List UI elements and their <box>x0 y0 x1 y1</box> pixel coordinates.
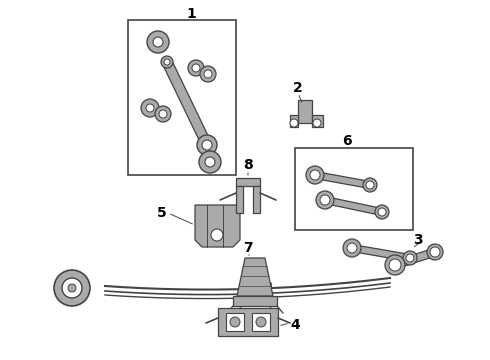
Circle shape <box>155 106 171 122</box>
Circle shape <box>406 254 414 262</box>
Circle shape <box>403 251 417 265</box>
Circle shape <box>159 110 167 118</box>
Circle shape <box>306 166 324 184</box>
Circle shape <box>68 284 76 292</box>
Circle shape <box>347 243 357 253</box>
Circle shape <box>200 66 216 82</box>
Text: 2: 2 <box>293 81 303 95</box>
Polygon shape <box>233 296 277 306</box>
Text: 5: 5 <box>157 206 167 220</box>
Polygon shape <box>351 244 411 261</box>
Circle shape <box>164 59 170 65</box>
Polygon shape <box>236 178 260 186</box>
Polygon shape <box>315 172 370 188</box>
Circle shape <box>363 178 377 192</box>
Bar <box>252 313 270 331</box>
Polygon shape <box>312 115 323 127</box>
Polygon shape <box>324 197 383 215</box>
Circle shape <box>161 56 173 68</box>
Polygon shape <box>394 248 436 269</box>
Circle shape <box>141 99 159 117</box>
Circle shape <box>197 135 217 155</box>
Circle shape <box>320 195 330 205</box>
Circle shape <box>313 119 321 127</box>
Circle shape <box>202 140 212 150</box>
Circle shape <box>430 247 440 257</box>
Circle shape <box>366 181 374 189</box>
Polygon shape <box>253 186 260 213</box>
Bar <box>226 313 244 331</box>
Polygon shape <box>218 308 278 336</box>
Circle shape <box>54 270 90 306</box>
Circle shape <box>146 104 154 112</box>
Circle shape <box>199 151 221 173</box>
Circle shape <box>192 64 200 72</box>
Circle shape <box>204 70 212 78</box>
Circle shape <box>147 31 169 53</box>
Text: 8: 8 <box>243 158 253 172</box>
Polygon shape <box>290 115 298 127</box>
Circle shape <box>310 170 320 180</box>
Text: 1: 1 <box>186 7 196 21</box>
Polygon shape <box>237 258 273 296</box>
Bar <box>128 20 236 175</box>
Circle shape <box>343 239 361 257</box>
Polygon shape <box>195 205 240 247</box>
Circle shape <box>378 208 386 216</box>
Polygon shape <box>236 186 243 213</box>
Circle shape <box>375 205 389 219</box>
Text: 6: 6 <box>342 134 352 148</box>
Text: 3: 3 <box>413 233 423 247</box>
Polygon shape <box>163 60 212 147</box>
Circle shape <box>389 259 401 271</box>
Circle shape <box>205 157 215 167</box>
Circle shape <box>290 119 298 127</box>
Circle shape <box>427 244 443 260</box>
Circle shape <box>316 191 334 209</box>
Text: 4: 4 <box>290 318 300 332</box>
Text: 7: 7 <box>243 241 253 255</box>
Circle shape <box>256 317 266 327</box>
Circle shape <box>385 255 405 275</box>
Circle shape <box>153 37 163 47</box>
Circle shape <box>62 278 82 298</box>
Circle shape <box>188 60 204 76</box>
Circle shape <box>230 317 240 327</box>
Circle shape <box>211 229 223 241</box>
Bar <box>295 148 413 230</box>
Polygon shape <box>298 100 312 123</box>
